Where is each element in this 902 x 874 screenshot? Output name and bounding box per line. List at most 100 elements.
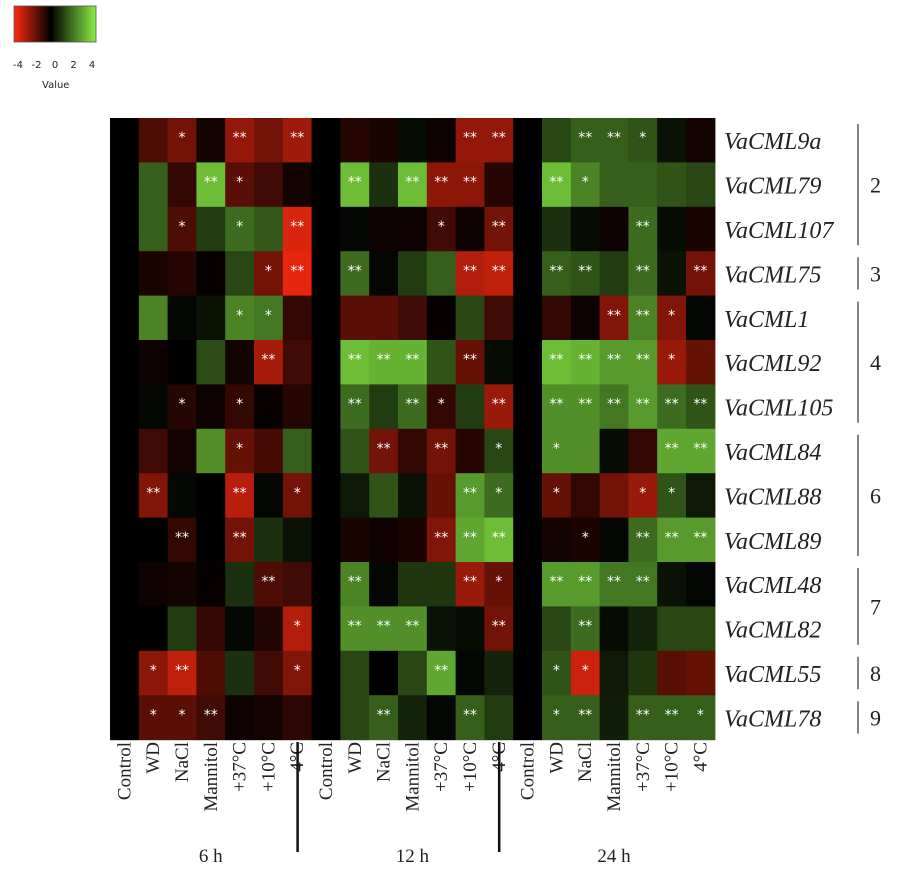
heatmap-cell	[311, 517, 341, 563]
significance-mark: **	[636, 707, 650, 723]
heatmap-cell	[513, 384, 543, 430]
significance-mark: **	[492, 530, 506, 546]
heatmap-cell	[254, 517, 284, 563]
significance-mark: **	[492, 397, 506, 413]
heatmap-cell	[599, 428, 629, 474]
heatmap-cell	[542, 606, 572, 652]
significance-mark: **	[463, 485, 477, 501]
heatmap-cell	[599, 206, 629, 252]
heatmap-cell	[110, 295, 140, 341]
heatmap-cell	[110, 206, 140, 252]
significance-mark: **	[377, 707, 391, 723]
heatmap-cell	[542, 251, 572, 297]
significance-mark: **	[693, 397, 707, 413]
significance-mark: **	[146, 485, 160, 501]
heatmap-cell	[686, 384, 716, 430]
condition-label: WD	[345, 742, 366, 774]
condition-label: WD	[143, 742, 164, 774]
heatmap-cell	[513, 118, 543, 163]
heatmap-cell	[657, 340, 687, 385]
heatmap-cell	[484, 428, 514, 474]
heatmap-cell	[138, 384, 169, 430]
heatmap-cell	[542, 340, 572, 385]
significance-mark: *	[668, 352, 675, 368]
significance-mark: **	[348, 574, 362, 590]
condition-label: +10°C	[258, 742, 279, 792]
heatmap-cell	[542, 295, 572, 341]
significance-mark: **	[377, 619, 391, 635]
significance-mark: **	[463, 175, 477, 191]
color-key-tick: 2	[70, 60, 76, 71]
color-key: -4 -2 0 2 4 Value	[13, 5, 97, 91]
condition-label: 4°C	[690, 742, 711, 772]
heatmap-cell	[513, 340, 543, 385]
heatmap-cell	[196, 517, 226, 563]
heatmap-cell	[311, 118, 341, 163]
condition-label: Control	[518, 742, 539, 800]
heatmap-cell	[225, 695, 255, 741]
heatmap-cell	[570, 340, 601, 385]
condition-labels: Control WD NaCl Mannitol +37°C +10°C 4°C Contro…	[114, 742, 711, 852]
significance-mark: **	[175, 663, 189, 679]
heatmap-cell	[138, 295, 169, 341]
heatmap-cell	[110, 606, 140, 652]
heatmap-cell	[110, 340, 140, 385]
heatmap-cell	[369, 517, 399, 563]
heatmap-cell	[167, 206, 197, 252]
group-label: 9	[870, 705, 881, 730]
heatmap-cell	[110, 650, 140, 696]
heatmap-cell	[426, 118, 457, 163]
significance-mark: **	[607, 352, 621, 368]
heatmap-cell	[167, 295, 197, 341]
heatmap-cell	[599, 517, 629, 563]
heatmap-cell	[686, 517, 716, 563]
heatmap-cell	[513, 473, 543, 519]
heatmap-cell	[282, 295, 313, 341]
gene-label: VaCML1	[724, 307, 809, 333]
significance-mark: **	[405, 397, 419, 413]
heatmap-cell	[686, 695, 716, 741]
heatmap-cell	[542, 162, 572, 208]
heatmap-cell	[282, 695, 313, 741]
time-point-labels: 6 h 12 h 24 h	[199, 846, 631, 867]
significance-mark: **	[405, 175, 419, 191]
heatmap-cell	[657, 162, 687, 208]
heatmap-cell	[311, 473, 341, 519]
significance-mark: **	[348, 397, 362, 413]
significance-mark: **	[549, 352, 563, 368]
significance-mark: **	[348, 263, 362, 279]
heatmap-cell	[455, 384, 485, 430]
significance-mark: *	[553, 441, 560, 457]
significance-mark: **	[549, 175, 563, 191]
heatmap-cell	[311, 384, 341, 430]
heatmap-cell	[599, 650, 629, 696]
heatmap-cell	[542, 384, 572, 430]
heatmap-cell	[513, 162, 543, 208]
heatmap-cell	[484, 251, 514, 297]
significance-mark: **	[549, 263, 563, 279]
heatmap-cell	[311, 606, 341, 652]
time-point-label: 24 h	[597, 846, 631, 867]
heatmap-cell	[254, 118, 284, 163]
significance-mark: **	[405, 352, 419, 368]
heatmap-cell	[398, 118, 428, 163]
heatmap-cell	[426, 695, 457, 741]
significance-mark: **	[636, 352, 650, 368]
heatmap-cell	[657, 206, 687, 252]
significance-mark: *	[236, 219, 243, 235]
heatmap-cell	[628, 650, 658, 696]
heatmap-cell	[686, 650, 716, 696]
significance-mark: *	[179, 219, 186, 235]
condition-label: NaCl	[575, 742, 596, 782]
significance-mark: **	[578, 352, 592, 368]
significance-mark: *	[236, 308, 243, 324]
heatmap-cell	[138, 428, 169, 474]
heatmap-cell	[398, 340, 428, 385]
heatmap-cell	[628, 340, 658, 385]
significance-mark: *	[294, 619, 301, 635]
significance-mark: **	[463, 130, 477, 146]
heatmap-cell	[138, 340, 169, 385]
heatmap-cell	[599, 562, 629, 607]
heatmap-cell	[369, 428, 399, 474]
heatmap-cell	[484, 162, 514, 208]
